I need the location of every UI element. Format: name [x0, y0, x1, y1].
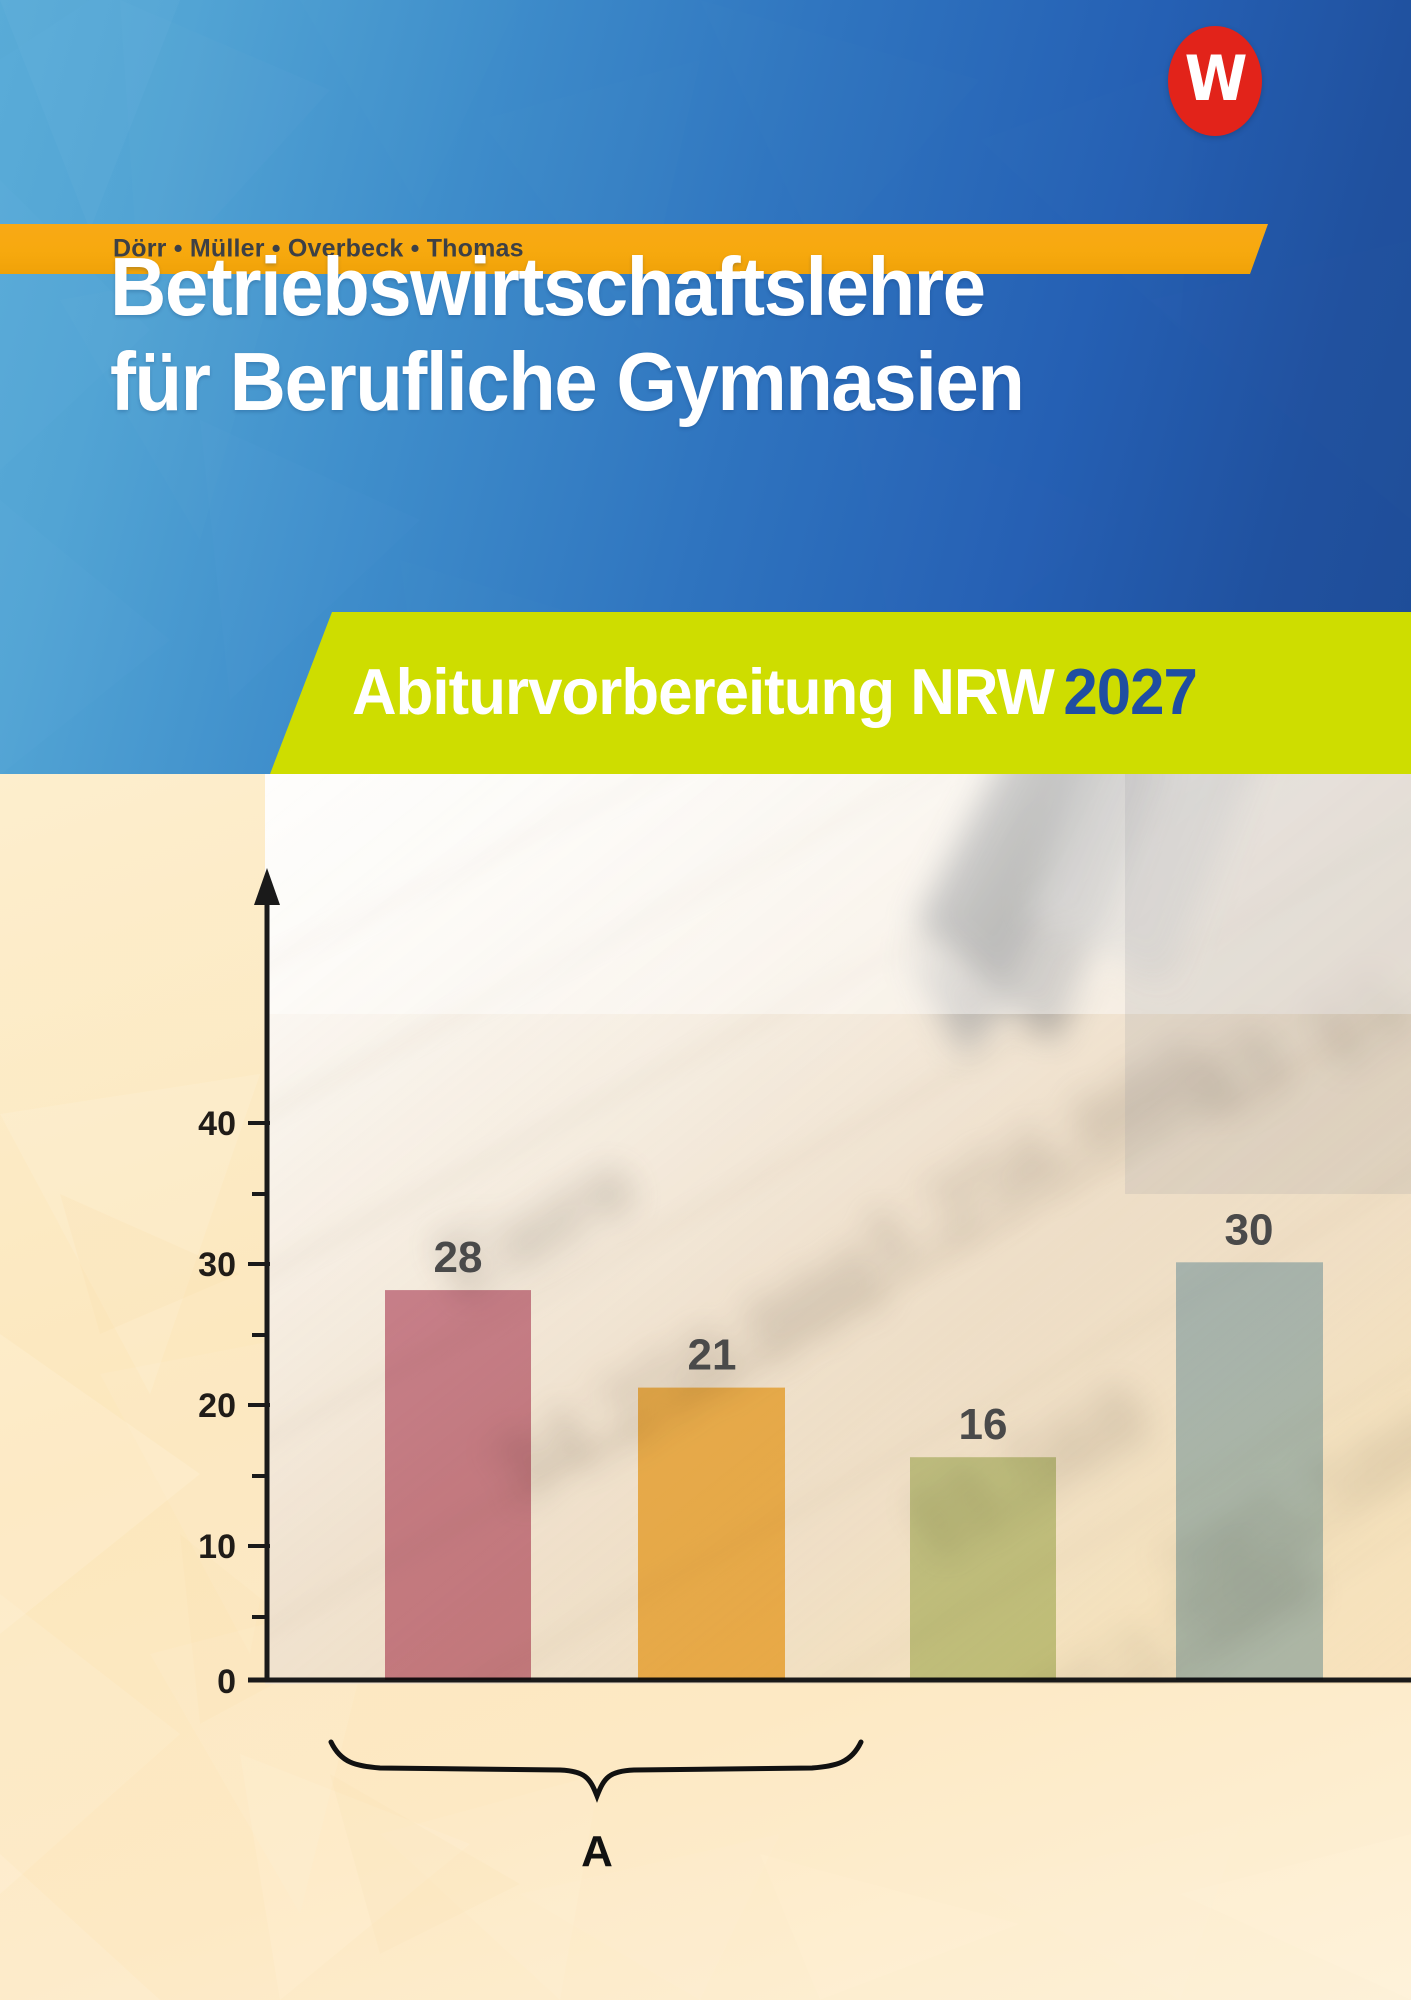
westermann-w-logo: W: [1168, 26, 1262, 136]
title-line-2: für Berufliche Gymnasien: [110, 335, 1025, 429]
subtitle-banner: Abiturvorbereitung NRW 2027: [270, 612, 1411, 774]
authors-line: Dörr • Müller • Overbeck • Thomas: [113, 234, 524, 263]
subtitle-text: Abiturvorbereitung NRW: [352, 655, 1055, 729]
title-line-1: Betriebswirtschaftslehre: [110, 240, 986, 333]
subtitle-text-wrapper: Abiturvorbereitung NRW 2027: [352, 659, 1198, 724]
book-title: Betriebswirtschaftslehre für Berufliche …: [110, 240, 1260, 429]
background-photo-financial-document: Euro 34.250.000 1.256.000 11.560 952.500…: [265, 774, 1411, 1684]
authors-banner: Dörr • Müller • Overbeck • Thomas: [0, 224, 1268, 274]
subtitle-year: 2027: [1063, 655, 1198, 729]
logo-letter: W: [1184, 42, 1247, 115]
